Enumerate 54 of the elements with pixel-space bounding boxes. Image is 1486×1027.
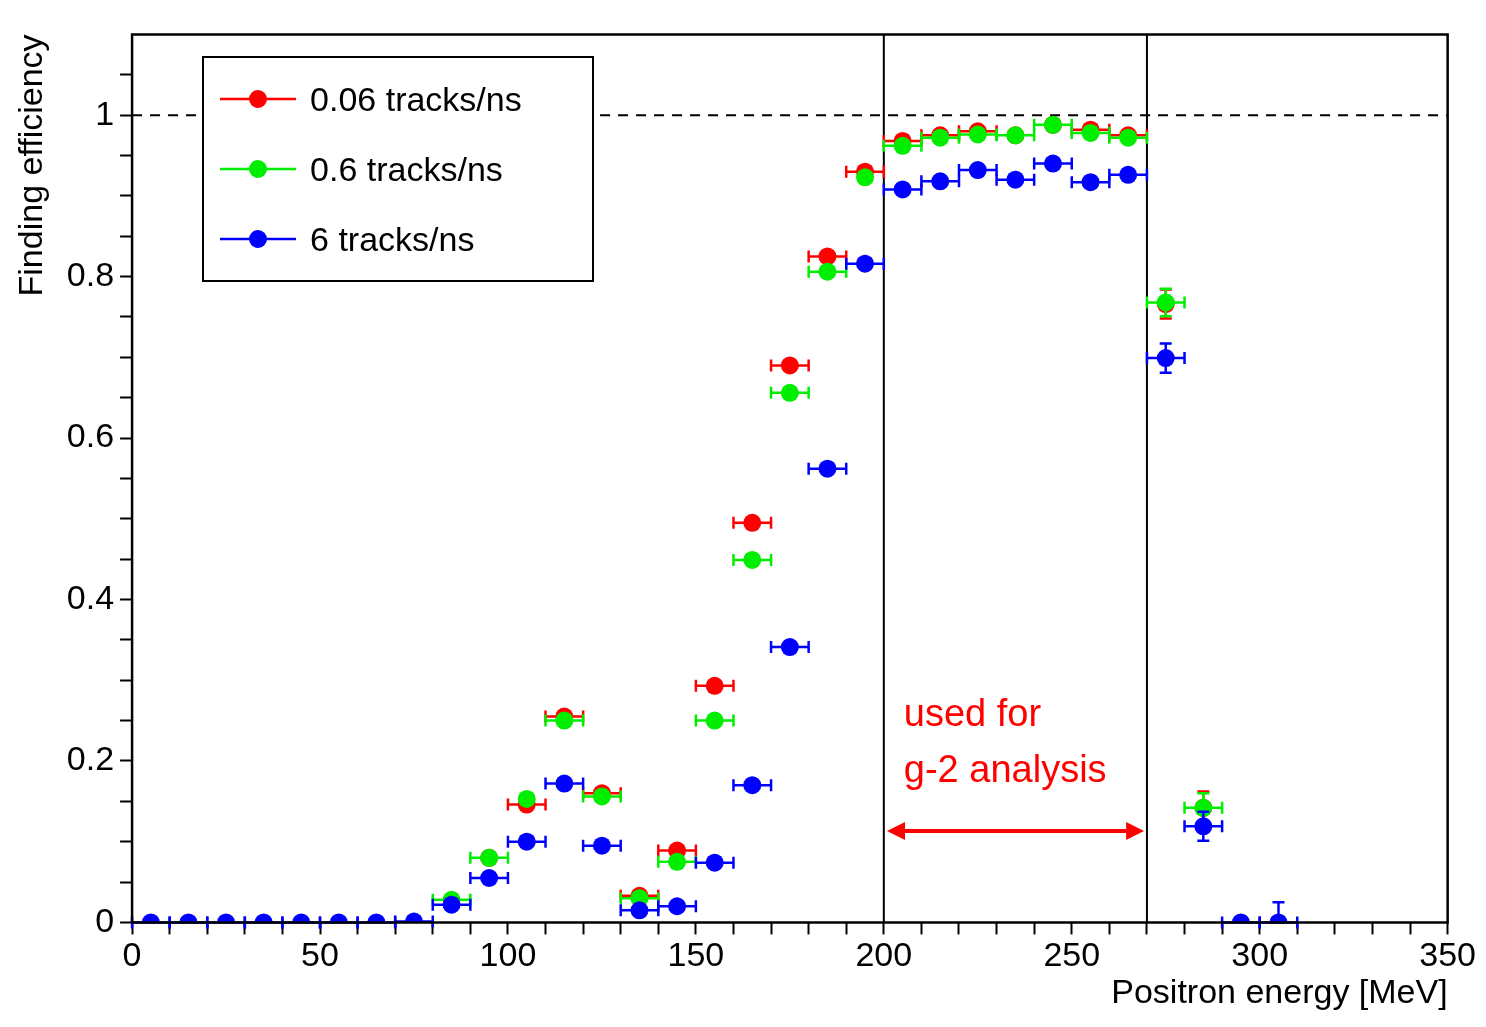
x-tick-label: 350 xyxy=(1419,935,1476,974)
x-tick-label: 50 xyxy=(301,935,339,974)
point xyxy=(931,172,950,191)
x-tick-label: 0 xyxy=(122,935,142,974)
point xyxy=(668,852,687,871)
x-tick-label: 300 xyxy=(1231,935,1289,974)
point xyxy=(480,869,499,887)
y-tick-label: 0.4 xyxy=(66,577,115,616)
point xyxy=(743,776,762,795)
point xyxy=(818,459,837,478)
point xyxy=(1043,154,1062,173)
point xyxy=(555,774,574,793)
point xyxy=(517,789,536,808)
point xyxy=(1119,165,1138,184)
point xyxy=(818,247,837,266)
point xyxy=(856,254,875,273)
point xyxy=(743,513,762,532)
point xyxy=(968,161,987,180)
point xyxy=(893,180,912,199)
point xyxy=(743,550,762,569)
point xyxy=(780,356,799,375)
point xyxy=(780,383,799,402)
point xyxy=(705,711,724,730)
point xyxy=(442,895,461,914)
legend-label: 0.6 tracks/ns xyxy=(310,149,503,189)
x-tick-label: 150 xyxy=(667,935,725,974)
y-tick-label: 0 xyxy=(95,900,115,939)
y-tick-label: 0.6 xyxy=(66,416,115,455)
point xyxy=(630,901,649,920)
y-axis-title: Finding efficiency xyxy=(10,34,49,297)
point xyxy=(1006,170,1025,189)
point xyxy=(517,832,536,851)
x-tick-label: 250 xyxy=(1043,935,1101,974)
legend-label: 0.06 tracks/ns xyxy=(310,79,522,119)
x-tick-label: 200 xyxy=(855,935,913,974)
legend-label: 6 tracks/ns xyxy=(310,219,475,259)
point xyxy=(668,897,687,916)
point xyxy=(1156,349,1175,368)
x-tick-label: 100 xyxy=(479,935,537,974)
point xyxy=(780,638,799,657)
point xyxy=(818,262,837,281)
point xyxy=(592,836,611,855)
point xyxy=(856,168,875,187)
y-tick-label: 0.2 xyxy=(66,739,115,778)
point xyxy=(1194,817,1213,836)
y-tick-label: 0.8 xyxy=(66,254,115,293)
point xyxy=(1081,173,1100,192)
annotation: used for g-2 analysis xyxy=(903,691,1107,790)
x-axis-title: Positron energy [MeV] xyxy=(1111,971,1448,1010)
point xyxy=(555,711,574,730)
y-tick-label: 1 xyxy=(95,93,115,132)
point xyxy=(705,676,724,695)
point xyxy=(893,136,912,155)
point xyxy=(705,853,724,872)
